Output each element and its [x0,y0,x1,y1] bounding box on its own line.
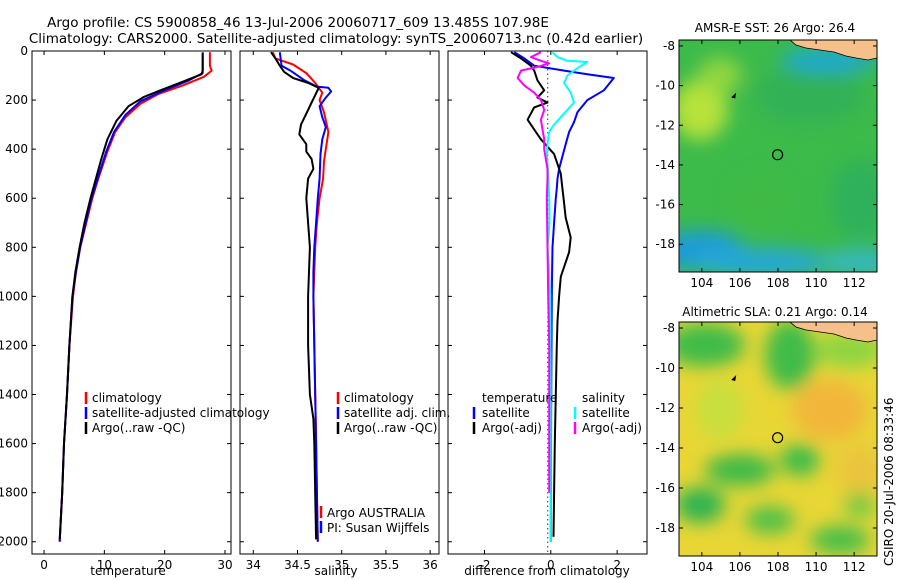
x-tick-label: 36 [423,558,438,572]
map-x-tick-label: 106 [728,276,751,290]
sst-map-title: AMSR-E SST: 26 Argo: 26.4 [695,21,855,35]
map-y-tick-label: -10 [655,79,675,93]
difference-series-t_sat [513,51,615,542]
legend-climatology-label: climatology [92,391,162,405]
map-y-tick-label: -14 [655,158,675,172]
difference-series-s_sat [545,51,589,542]
x-tick-label: 0 [40,558,48,572]
y-tick-label: 1800 [0,486,28,500]
map-y-tick-label: -18 [655,237,675,251]
difference-series-s_argo [516,51,551,493]
legend-argo-label: Argo(..raw -QC) [344,421,437,435]
legend-salinity-title: salinity [582,391,625,405]
map-x-tick-label: 104 [690,560,713,574]
salinity-legend: climatology satellite adj. clim. Argo(..… [319,391,450,535]
legend-s-sat-label: satellite [582,406,630,420]
difference-panel: -2 0 2 [447,50,648,572]
x-tick-label: 30 [217,558,232,572]
y-tick-label: 800 [5,240,28,254]
difference-legend: temperature satellite Argo(-adj) salinit… [472,391,642,435]
legend-t-sat-label: satellite [482,406,530,420]
x-tick-label: 34.5 [284,558,311,572]
y-tick-label: 600 [5,191,28,205]
legend-s-argo-label: Argo(-adj) [582,421,642,435]
previous-position-marker [731,92,737,99]
map-y-tick-label: -8 [663,321,675,335]
sla-field [679,322,877,556]
map-y-tick-label: -18 [655,521,675,535]
map-x-tick-label: 106 [728,560,751,574]
map-x-tick-label: 110 [805,560,828,574]
salinity-axes-frame [239,50,440,555]
timestamp-note: CSIRO 20-Jul-2006 08:33:46 [882,398,896,566]
x-tick-label: 34 [246,558,261,572]
previous-position-marker [731,375,737,381]
y-tick-label: 1600 [0,437,28,451]
x-tick-label: 10 [97,558,112,572]
map-y-tick-label: -8 [663,39,675,53]
salinity-panel: 34 34.5 35 35.5 36 [239,50,440,572]
profile-location-marker [772,432,784,444]
map-y-tick-label: -12 [655,118,675,132]
legend-temperature-title: temperature [482,391,557,405]
legend-argo-label: Argo(..raw -QC) [92,421,185,435]
pi-annotation: PI: Susan Wijffels [327,521,429,535]
map-x-tick-label: 112 [843,276,866,290]
legend-climatology-label: climatology [344,391,414,405]
header-line-2: Climatology: CARS2000. Satellite-adjuste… [29,31,643,47]
y-tick-label: 1400 [0,388,28,402]
temperature-xlabel: temperature [90,564,165,578]
map-x-tick-label: 108 [767,560,790,574]
difference-series-t_argo [510,51,572,537]
legend-t-argo-label: Argo(-adj) [482,421,542,435]
temperature-series-argo [58,53,204,540]
y-tick-label: 1000 [0,289,28,303]
legend-satellite-label: satellite-adjusted climatology [92,406,270,420]
map-y-tick-label: -16 [655,198,675,212]
map-y-tick-label: -16 [655,481,675,495]
x-tick-label: 2 [613,558,621,572]
map-y-tick-label: -14 [655,441,675,455]
x-tick-label: 20 [157,558,172,572]
sla-map-title: Altimetric SLA: 0.21 Argo: 0.14 [682,305,867,319]
x-tick-label: 35.5 [373,558,400,572]
map-y-tick-label: -10 [655,361,675,375]
institution-annotation: Argo AUSTRALIA [327,506,426,520]
difference-xlabel: difference from climatology [464,564,630,578]
map-x-tick-label: 104 [690,276,713,290]
header-line-1: Argo profile: CS 5900858_46 13-Jul-2006 … [47,15,549,31]
sst-field [679,40,877,272]
salinity-xlabel: salinity [314,564,357,578]
y-tick-label: 400 [5,142,28,156]
y-tick-label: 0 [20,44,28,58]
legend-satellite-label: satellite adj. clim. [344,406,450,420]
temperature-legend: climatology satellite-adjusted climatolo… [84,391,270,435]
sst-map: 104 106 108 110 112 -8 -10 -12 -14 -16 -18 [655,39,878,290]
temperature-panel: 0 10 20 30 0 200 400 600 800 1000 1200 1400 1600 1800… [0,44,233,572]
map-y-tick-label: -12 [655,401,675,415]
y-tick-label: 200 [5,93,28,107]
x-tick-label: -2 [478,558,490,572]
x-tick-label: 0 [547,558,555,572]
y-tick-label: 1200 [0,338,28,352]
x-tick-label: 35 [334,558,349,572]
map-x-tick-label: 112 [843,560,866,574]
land-java [789,40,877,61]
map-x-tick-label: 108 [767,276,790,290]
land-java [789,322,877,343]
salinity-series-argo [270,51,320,540]
profile-location-marker [772,149,784,161]
map-x-tick-label: 110 [805,276,828,290]
sla-map: 104 106 108 110 112 -8 -10 -12 -14 -16 -18 [655,321,878,574]
temperature-axes-frame [31,50,232,555]
y-tick-label: 2000 [0,535,28,549]
